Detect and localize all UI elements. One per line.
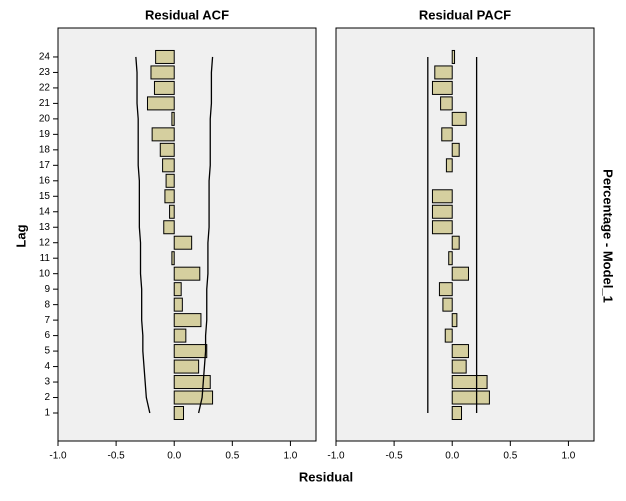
- y-tick-label: 22: [39, 83, 51, 94]
- bar: [173, 406, 185, 420]
- y-tick-label: 8: [44, 299, 50, 310]
- bar: [171, 251, 175, 266]
- bar: [451, 313, 458, 328]
- bar: [451, 49, 456, 64]
- bar: [173, 359, 200, 374]
- y-tick-label: 3: [44, 377, 50, 388]
- bar: [451, 359, 467, 374]
- x-axis-title: Residual: [299, 469, 353, 484]
- bar: [173, 328, 187, 343]
- bar: [155, 49, 175, 64]
- bar: [431, 189, 453, 204]
- y-tick-label: 9: [44, 284, 50, 295]
- y-axis-title: Lag: [13, 224, 28, 247]
- bar: [173, 235, 193, 250]
- x-tick-label: 1.0: [283, 451, 297, 462]
- bar: [146, 96, 175, 111]
- y-tick-label: 11: [40, 253, 51, 264]
- panel-title: Residual PACF: [419, 7, 511, 22]
- bar: [165, 173, 175, 188]
- y-tick-label: 5: [44, 346, 50, 357]
- bar: [445, 158, 453, 173]
- side-label: Percentage - Model_1: [601, 169, 616, 303]
- bar: [173, 344, 208, 359]
- y-tick-label: 24: [39, 52, 51, 63]
- x-tick-label: -0.5: [107, 451, 125, 462]
- y-tick-label: 1: [44, 408, 50, 419]
- y-tick-label: 7: [44, 315, 50, 326]
- bar: [441, 127, 453, 142]
- y-tick-label: 15: [39, 191, 51, 202]
- bar: [451, 375, 488, 390]
- bar: [150, 65, 175, 80]
- y-tick-label: 20: [39, 114, 51, 125]
- bar: [451, 406, 463, 420]
- bar: [442, 297, 453, 312]
- y-tick-label: 4: [44, 361, 50, 372]
- bar: [451, 344, 469, 359]
- bar: [444, 328, 453, 343]
- bar: [173, 390, 214, 405]
- bar: [169, 204, 175, 219]
- bar: [451, 266, 469, 281]
- bar: [164, 189, 175, 204]
- bar: [171, 111, 175, 126]
- bar: [448, 251, 453, 266]
- y-tick-label: 12: [39, 237, 51, 248]
- x-tick-label: 0.0: [445, 451, 459, 462]
- x-tick-label: 1.0: [561, 451, 575, 462]
- bar: [451, 142, 460, 157]
- panel-title: Residual ACF: [145, 7, 229, 22]
- x-tick-label: -1.0: [327, 451, 345, 462]
- bar: [153, 80, 175, 95]
- bar: [173, 297, 183, 312]
- y-tick-label: 10: [39, 268, 51, 279]
- bar: [163, 220, 175, 235]
- bar: [162, 158, 175, 173]
- y-tick-label: 6: [44, 330, 50, 341]
- x-tick-label: -0.5: [385, 451, 403, 462]
- bar: [173, 266, 201, 281]
- y-tick-label: 14: [39, 206, 51, 217]
- bar: [434, 65, 453, 80]
- x-tick-label: -1.0: [49, 451, 67, 462]
- bar: [438, 282, 453, 297]
- y-tick-label: 23: [39, 67, 51, 78]
- x-tick-label: 0.0: [167, 451, 181, 462]
- bar: [173, 375, 211, 390]
- bar: [451, 390, 490, 405]
- y-tick-label: 17: [39, 160, 51, 171]
- bar: [431, 220, 453, 235]
- bar: [431, 204, 453, 219]
- y-tick-label: 13: [39, 222, 51, 233]
- confidence-limit: [197, 56, 214, 414]
- bar: [173, 282, 182, 297]
- bar: [151, 127, 175, 142]
- bar: [440, 96, 453, 111]
- bar: [431, 80, 453, 95]
- bar: [159, 142, 175, 157]
- bar: [451, 111, 467, 126]
- x-tick-label: 0.5: [225, 451, 239, 462]
- x-tick-label: 0.5: [503, 451, 517, 462]
- bar: [173, 313, 202, 328]
- confidence-limit: [135, 56, 151, 414]
- y-tick-label: 16: [39, 175, 51, 186]
- y-tick-label: 21: [39, 98, 51, 109]
- bar: [451, 235, 460, 250]
- y-tick-label: 19: [39, 129, 51, 140]
- y-tick-label: 18: [39, 144, 51, 155]
- y-tick-label: 2: [44, 392, 50, 403]
